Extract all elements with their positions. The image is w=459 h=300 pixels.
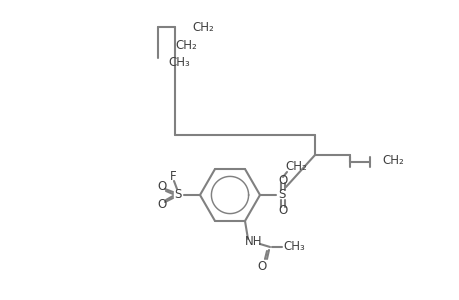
- Text: NH: NH: [245, 236, 262, 248]
- Text: O: O: [257, 260, 266, 274]
- Text: CH₂: CH₂: [285, 160, 306, 173]
- Text: F: F: [169, 170, 176, 184]
- Text: O: O: [157, 181, 166, 194]
- Text: O: O: [278, 173, 287, 187]
- Text: S: S: [174, 188, 181, 202]
- Text: CH₂: CH₂: [191, 20, 213, 34]
- Text: CH₃: CH₃: [282, 241, 304, 254]
- Text: CH₃: CH₃: [168, 56, 190, 68]
- Text: CH₂: CH₂: [381, 154, 403, 166]
- Text: S: S: [278, 188, 285, 202]
- Text: O: O: [157, 199, 166, 212]
- Text: CH₂: CH₂: [174, 38, 196, 52]
- Text: O: O: [278, 203, 287, 217]
